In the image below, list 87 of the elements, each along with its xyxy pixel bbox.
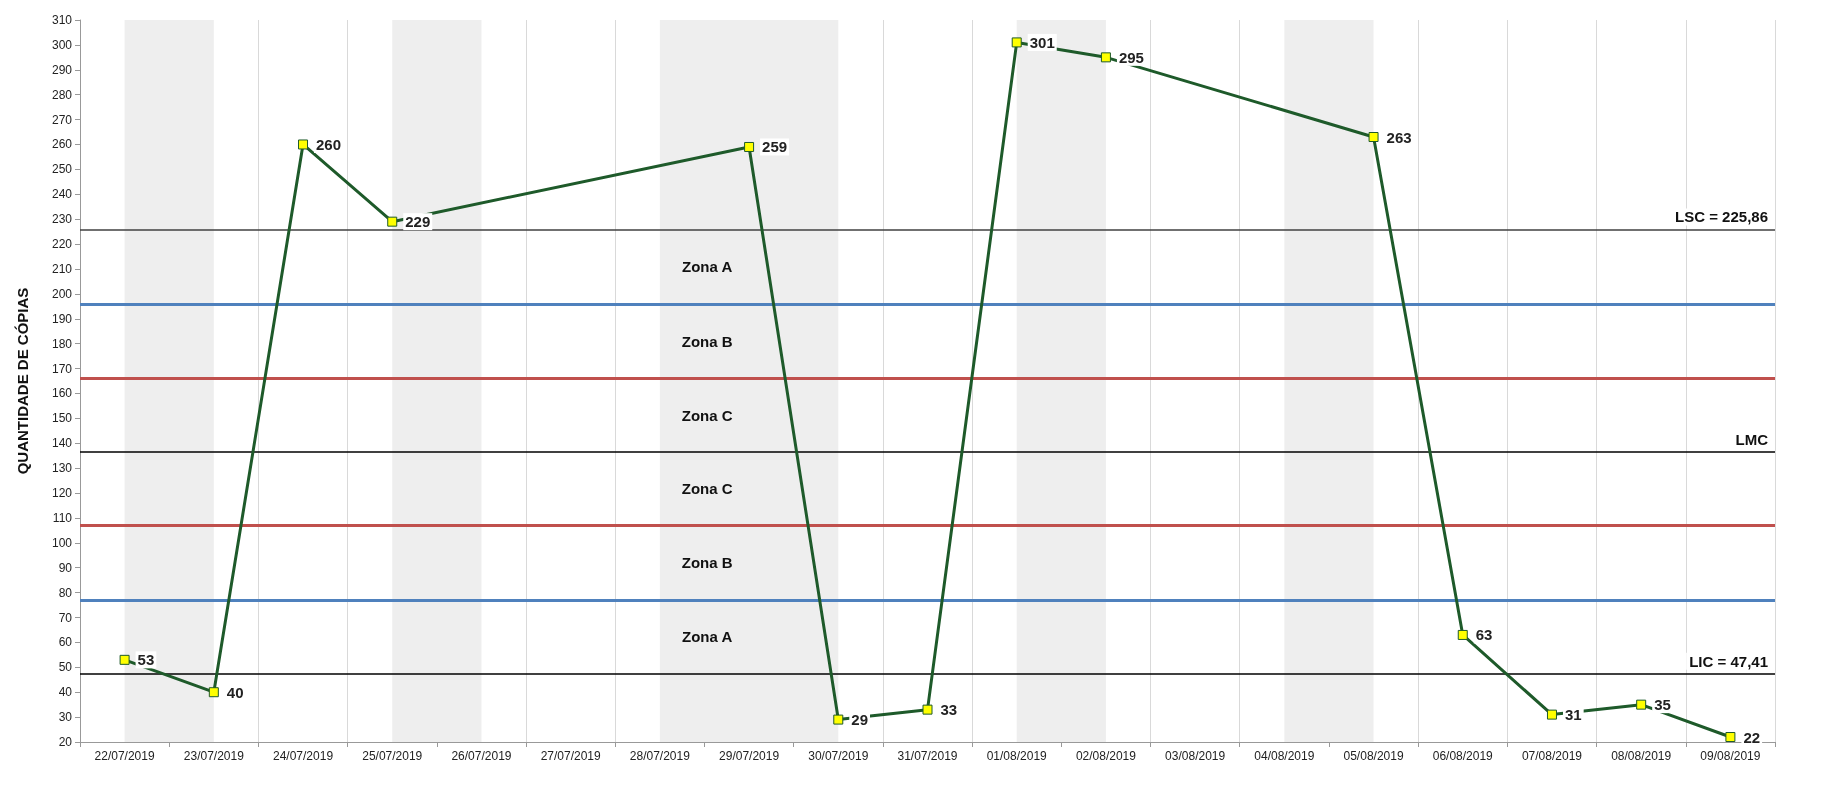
y-tick-label: 280 <box>51 87 73 102</box>
y-tick-label: 310 <box>51 13 73 27</box>
x-tick-label: 06/08/2019 <box>1432 749 1494 763</box>
point <box>298 139 309 150</box>
x-tick-label: 07/08/2019 <box>1521 749 1583 763</box>
data-label: 63 <box>1475 626 1493 644</box>
y-tick-label: 240 <box>51 187 73 202</box>
point <box>1636 699 1647 710</box>
x-tick-label: 01/08/2019 <box>986 749 1048 763</box>
data-label: 295 <box>1118 48 1144 66</box>
point <box>922 704 933 715</box>
point <box>1100 52 1111 63</box>
y-tick-label: 270 <box>51 112 73 127</box>
x-tick-label: 25/07/2019 <box>362 749 423 763</box>
x-tick-label: 27/07/2019 <box>540 749 602 763</box>
data-label: 29 <box>851 711 868 729</box>
y-tick-label: 160 <box>51 386 73 401</box>
y-tick-label: 60 <box>58 635 73 650</box>
annotation: Zona C <box>681 406 733 424</box>
annotation: Zona B <box>681 332 733 350</box>
y-tick-label: 130 <box>51 461 73 476</box>
ref-line-label: LIC = 47,41 <box>1689 652 1768 670</box>
y-tick-label: 260 <box>51 137 73 152</box>
data-label: 259 <box>762 138 788 156</box>
point <box>1457 629 1468 640</box>
x-tick-label: 26/07/2019 <box>451 749 512 763</box>
x-tick-label: 31/07/2019 <box>897 749 958 763</box>
data-label: 260 <box>316 135 342 153</box>
annotation: Zona A <box>682 258 733 276</box>
y-tick-label: 100 <box>51 535 73 550</box>
x-tick-label: 22/07/2019 <box>94 749 155 763</box>
y-tick-label: 200 <box>51 286 73 301</box>
y-tick-label: 190 <box>51 311 73 326</box>
x-tick-label: 28/07/2019 <box>629 749 691 763</box>
y-tick-label: 170 <box>51 361 73 376</box>
y-tick-label: 290 <box>51 62 73 77</box>
data-label: 229 <box>405 213 431 231</box>
point <box>833 714 844 725</box>
point <box>1725 732 1736 743</box>
data-label: 263 <box>1386 128 1412 146</box>
y-tick-label: 230 <box>51 212 73 227</box>
y-tick-label: 140 <box>51 436 73 451</box>
annotation: Zona B <box>681 554 733 572</box>
x-tick-label: 03/08/2019 <box>1165 749 1226 763</box>
point <box>1011 37 1022 48</box>
y-tick-label: 30 <box>58 710 73 725</box>
y-tick-label: 110 <box>52 510 73 525</box>
x-tick-label: 24/07/2019 <box>273 749 334 763</box>
data-label: 35 <box>1654 696 1671 714</box>
data-label: 31 <box>1564 706 1582 724</box>
y-tick-label: 210 <box>51 261 73 276</box>
y-tick-label: 50 <box>58 660 73 675</box>
data-label: 301 <box>1029 33 1055 51</box>
x-tick-label: 29/07/2019 <box>719 749 780 763</box>
x-tick-label: 08/08/2019 <box>1611 749 1672 763</box>
data-label: 33 <box>940 701 958 719</box>
y-tick-label: 120 <box>51 486 73 501</box>
x-tick-label: 09/08/2019 <box>1700 749 1761 763</box>
point <box>208 687 219 698</box>
y-axis-title: QUANTIDADE DE CÓPIAS <box>14 287 31 475</box>
data-label: 40 <box>226 683 244 701</box>
y-tick-label: 70 <box>58 610 73 625</box>
y-tick-label: 220 <box>51 237 73 252</box>
point <box>1368 132 1379 143</box>
x-tick-label: 04/08/2019 <box>1254 749 1315 763</box>
y-tick-label: 40 <box>58 685 73 700</box>
y-tick-label: 250 <box>51 162 73 177</box>
x-tick-label: 23/07/2019 <box>183 749 245 763</box>
y-tick-label: 150 <box>51 411 73 426</box>
x-tick-label: 02/08/2019 <box>1075 749 1137 763</box>
point <box>387 216 398 227</box>
data-label: 53 <box>137 651 155 669</box>
y-tick-label: 20 <box>58 735 73 749</box>
y-tick-label: 180 <box>51 336 73 351</box>
ref-line-label: LMC <box>1735 430 1769 448</box>
y-tick-label: 90 <box>58 560 73 575</box>
point <box>1546 709 1557 720</box>
point <box>119 654 130 665</box>
x-tick-label: 05/08/2019 <box>1343 749 1404 763</box>
data-label: 22 <box>1743 728 1761 746</box>
y-tick-label: 300 <box>51 37 73 52</box>
y-tick-label: 80 <box>58 585 73 600</box>
annotation: Zona A <box>682 628 733 646</box>
annotation: Zona C <box>681 480 733 498</box>
ref-line-label: LSC = 225,86 <box>1675 208 1768 226</box>
point <box>744 141 755 152</box>
x-tick-label: 30/07/2019 <box>808 749 869 763</box>
